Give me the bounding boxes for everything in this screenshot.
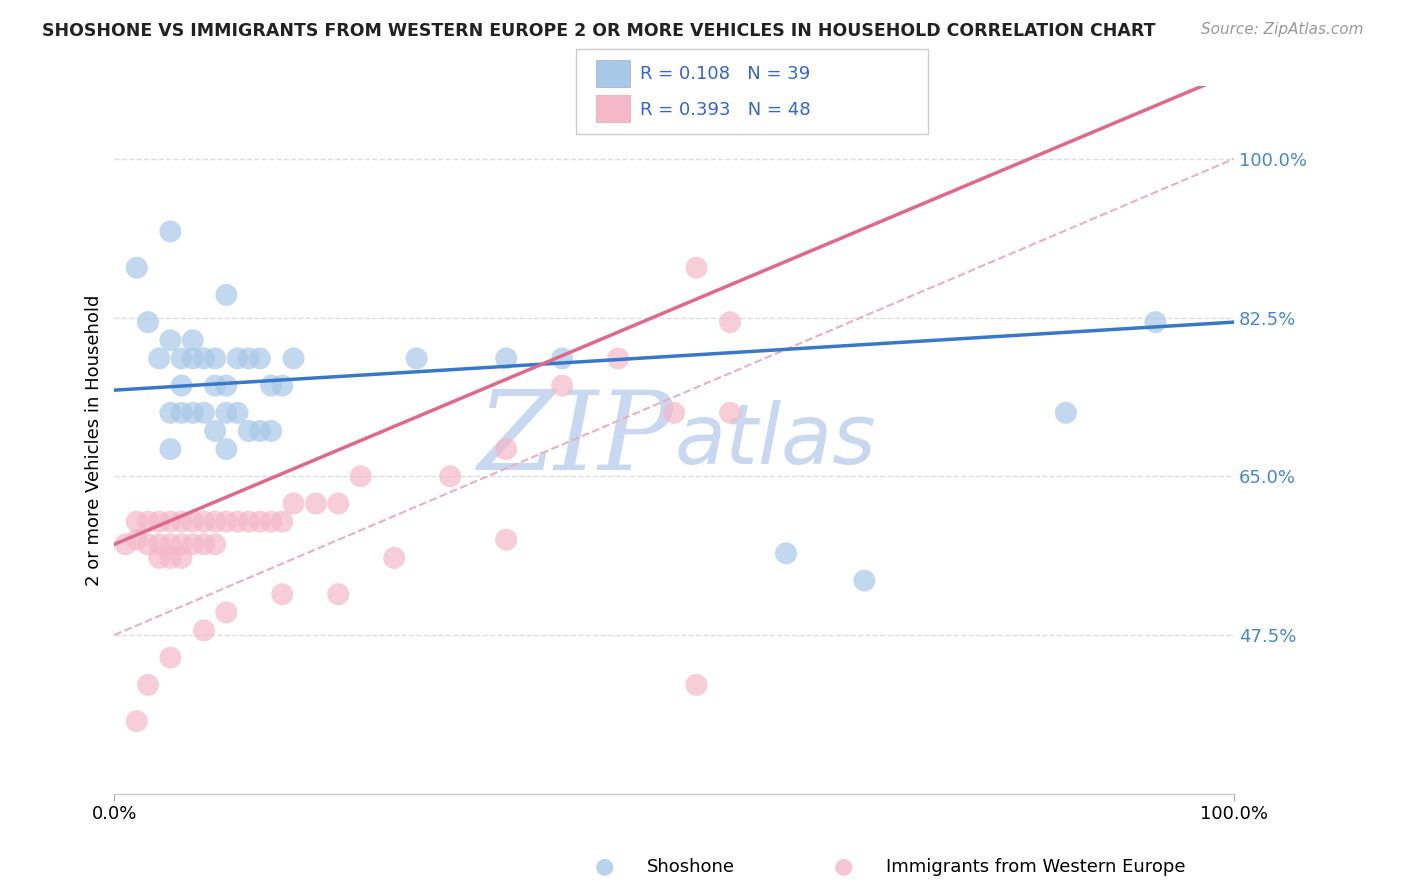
Point — [181, 406, 204, 420]
Text: ●: ● — [834, 856, 853, 876]
Point — [271, 515, 294, 529]
Point — [439, 469, 461, 483]
Point — [215, 378, 238, 392]
Point — [125, 515, 148, 529]
Text: Shoshone: Shoshone — [647, 858, 735, 876]
Text: R = 0.393   N = 48: R = 0.393 N = 48 — [640, 101, 810, 119]
Point — [170, 537, 193, 551]
Point — [159, 537, 181, 551]
Point — [495, 533, 517, 547]
Point — [382, 550, 405, 565]
Point — [215, 288, 238, 302]
Point — [215, 605, 238, 619]
Point — [181, 537, 204, 551]
Point — [215, 515, 238, 529]
Point — [226, 515, 249, 529]
Text: atlas: atlas — [673, 400, 876, 481]
Point — [238, 515, 260, 529]
Point — [181, 351, 204, 366]
Point — [159, 550, 181, 565]
Point — [775, 546, 797, 560]
Point — [181, 515, 204, 529]
Point — [136, 515, 159, 529]
Point — [607, 351, 630, 366]
Point — [1144, 315, 1167, 329]
Point — [283, 351, 305, 366]
Point — [204, 378, 226, 392]
Text: ●: ● — [595, 856, 614, 876]
Text: Source: ZipAtlas.com: Source: ZipAtlas.com — [1201, 22, 1364, 37]
Point — [125, 260, 148, 275]
Point — [170, 351, 193, 366]
Point — [328, 587, 350, 601]
Point — [718, 315, 741, 329]
Text: R = 0.108   N = 39: R = 0.108 N = 39 — [640, 65, 810, 83]
Point — [215, 406, 238, 420]
Point — [159, 650, 181, 665]
Point — [215, 442, 238, 456]
Point — [260, 378, 283, 392]
Point — [181, 333, 204, 347]
Point — [148, 550, 170, 565]
Point — [350, 469, 373, 483]
Point — [125, 714, 148, 728]
Point — [1054, 406, 1077, 420]
Point — [193, 351, 215, 366]
Point — [226, 351, 249, 366]
Point — [159, 224, 181, 238]
Point — [249, 351, 271, 366]
Point — [718, 406, 741, 420]
Point — [170, 378, 193, 392]
Point — [328, 496, 350, 510]
Point — [159, 442, 181, 456]
Point — [204, 515, 226, 529]
Point — [662, 406, 685, 420]
Point — [249, 515, 271, 529]
Point — [204, 537, 226, 551]
Point — [238, 424, 260, 438]
Point — [551, 351, 574, 366]
Point — [193, 537, 215, 551]
Point — [193, 515, 215, 529]
Point — [148, 515, 170, 529]
Point — [226, 406, 249, 420]
Point — [148, 537, 170, 551]
Point — [159, 406, 181, 420]
Point — [260, 515, 283, 529]
Point — [159, 515, 181, 529]
Point — [551, 378, 574, 392]
Point — [685, 678, 707, 692]
Point — [249, 424, 271, 438]
Point — [193, 406, 215, 420]
Point — [305, 496, 328, 510]
Point — [271, 587, 294, 601]
Text: ZIP: ZIP — [478, 386, 673, 494]
Point — [159, 333, 181, 347]
Point — [495, 442, 517, 456]
Text: SHOSHONE VS IMMIGRANTS FROM WESTERN EUROPE 2 OR MORE VEHICLES IN HOUSEHOLD CORRE: SHOSHONE VS IMMIGRANTS FROM WESTERN EURO… — [42, 22, 1156, 40]
Point — [685, 260, 707, 275]
Point — [271, 378, 294, 392]
Point — [204, 424, 226, 438]
Point — [148, 351, 170, 366]
Point — [170, 515, 193, 529]
Point — [853, 574, 876, 588]
Point — [495, 351, 517, 366]
Point — [125, 533, 148, 547]
Point — [136, 315, 159, 329]
Point — [405, 351, 427, 366]
Point — [238, 351, 260, 366]
Point — [136, 678, 159, 692]
Point — [170, 550, 193, 565]
Point — [193, 624, 215, 638]
Point — [283, 496, 305, 510]
Text: Immigrants from Western Europe: Immigrants from Western Europe — [886, 858, 1185, 876]
Point — [204, 351, 226, 366]
Point — [136, 537, 159, 551]
Point — [170, 406, 193, 420]
Point — [114, 537, 136, 551]
Point — [260, 424, 283, 438]
Y-axis label: 2 or more Vehicles in Household: 2 or more Vehicles in Household — [86, 294, 103, 586]
